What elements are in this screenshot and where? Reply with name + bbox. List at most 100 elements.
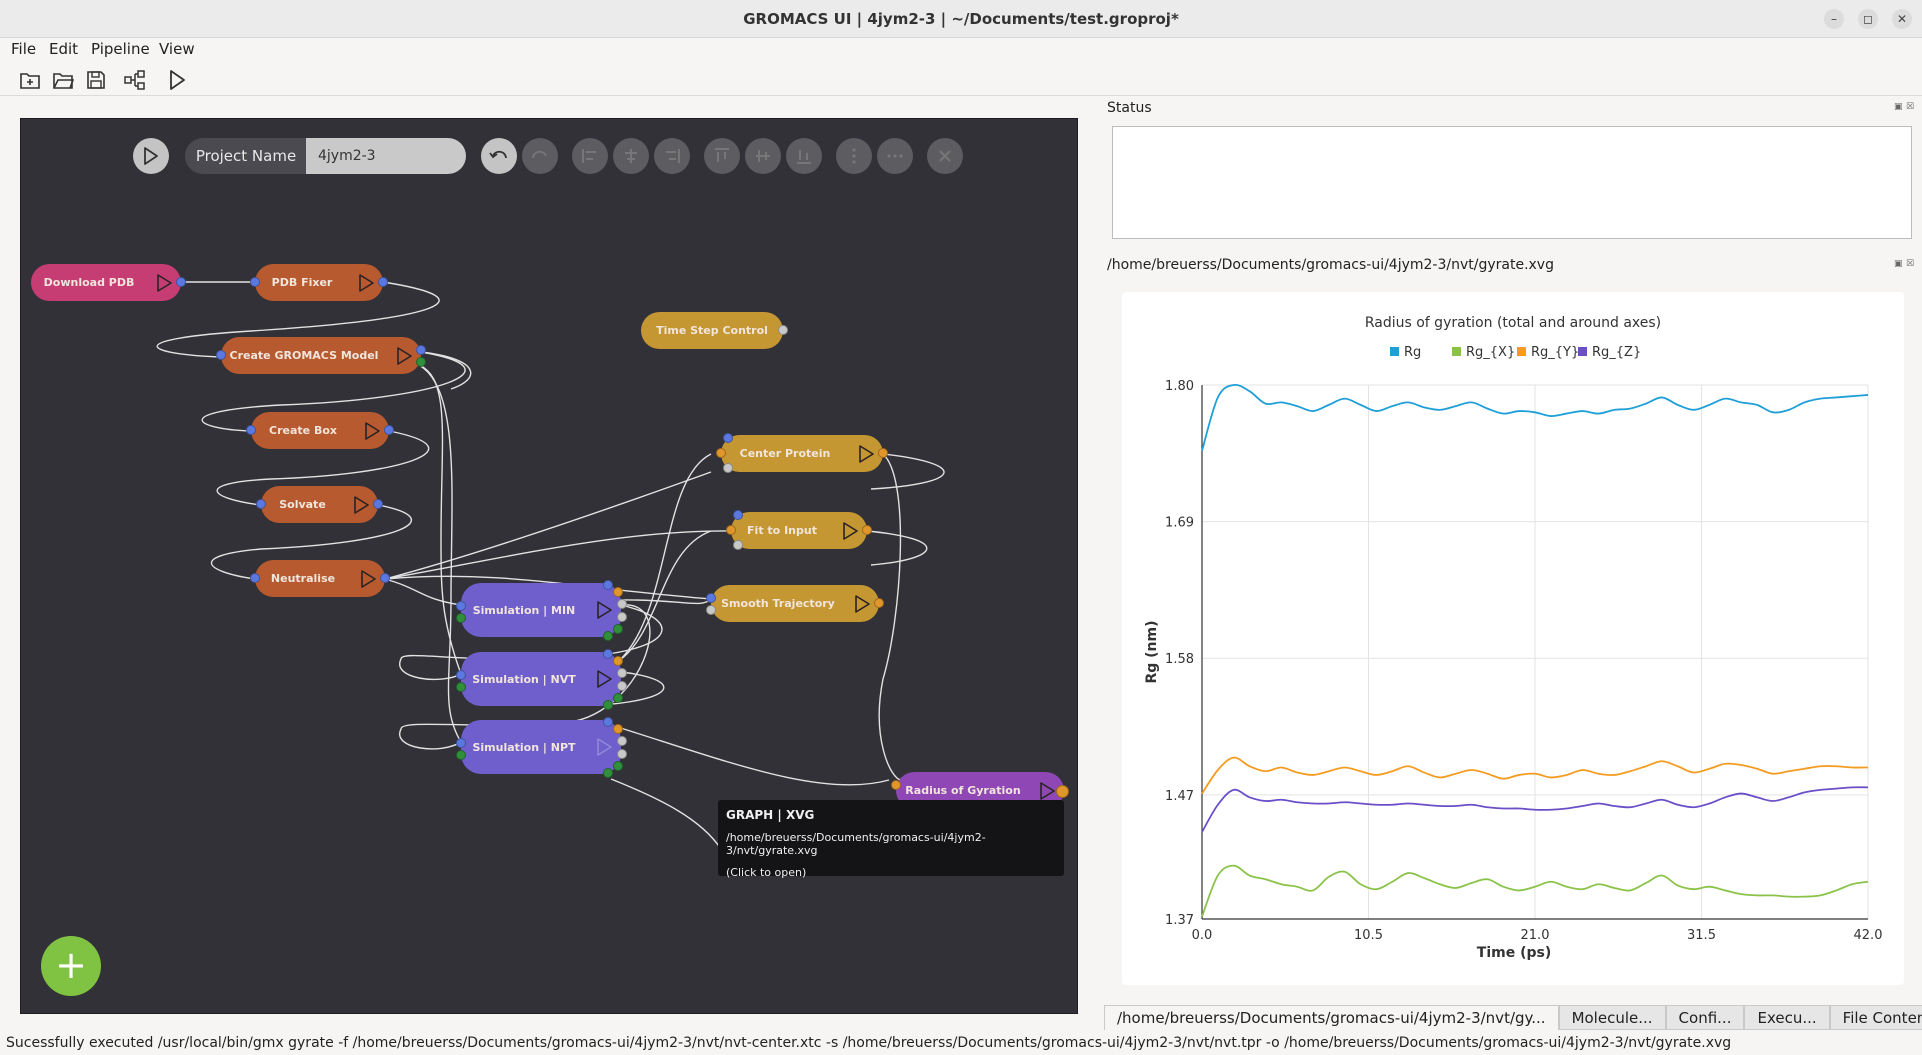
new-project-icon[interactable] xyxy=(17,67,43,93)
input-port[interactable] xyxy=(456,738,466,748)
legend-label[interactable]: Rg_{Y} xyxy=(1531,345,1579,360)
input-port[interactable] xyxy=(723,463,733,473)
input-port[interactable] xyxy=(716,448,726,458)
delete-icon[interactable] xyxy=(927,138,963,174)
play-icon[interactable] xyxy=(587,652,621,706)
dock-close-icon[interactable]: ☒ xyxy=(1906,259,1915,269)
open-folder-icon[interactable] xyxy=(50,67,76,93)
output-port[interactable] xyxy=(384,425,394,435)
dock-close-icon[interactable]: ☒ xyxy=(1906,102,1915,112)
align-left-icon[interactable] xyxy=(572,138,608,174)
output-port[interactable] xyxy=(373,499,383,509)
output-port[interactable] xyxy=(613,693,623,703)
distribute-vertical-icon[interactable] xyxy=(836,138,872,174)
pipeline-canvas[interactable]: Project Name Download PDB PDB Fixer Time… xyxy=(20,118,1078,1014)
output-port[interactable] xyxy=(617,736,627,746)
input-port[interactable] xyxy=(733,510,743,520)
output-port[interactable] xyxy=(613,624,623,634)
output-port[interactable] xyxy=(613,587,623,597)
node-center-protein[interactable]: Center Protein xyxy=(716,433,888,473)
input-port[interactable] xyxy=(250,277,260,287)
bottom-tab[interactable]: Execu... xyxy=(1744,1005,1830,1030)
input-port[interactable] xyxy=(256,499,266,509)
output-port[interactable] xyxy=(416,345,426,355)
input-port[interactable] xyxy=(723,433,733,443)
bottom-tab[interactable]: Molecule... xyxy=(1558,1005,1666,1030)
output-port[interactable] xyxy=(613,656,623,666)
play-icon[interactable] xyxy=(849,435,883,472)
play-icon[interactable] xyxy=(833,512,867,549)
output-port[interactable] xyxy=(603,768,613,778)
output-port[interactable] xyxy=(862,525,872,535)
redo-button[interactable] xyxy=(522,138,558,174)
node-create-box[interactable]: Create Box xyxy=(246,412,394,449)
legend-swatch[interactable] xyxy=(1452,347,1461,356)
input-port[interactable] xyxy=(250,573,260,583)
legend-label[interactable]: Rg xyxy=(1404,345,1421,360)
play-icon[interactable] xyxy=(845,585,879,622)
bottom-tab[interactable]: File Content... xyxy=(1829,1005,1922,1030)
output-port[interactable] xyxy=(603,717,613,727)
play-icon[interactable] xyxy=(1030,772,1064,809)
node-fit-to-input[interactable]: Fit to Input xyxy=(726,510,872,550)
distribute-horizontal-icon[interactable] xyxy=(877,138,913,174)
output-port[interactable] xyxy=(380,573,390,583)
node-simulation-npt[interactable]: Simulation | NPT xyxy=(456,717,627,778)
align-top-icon[interactable] xyxy=(704,138,740,174)
bottom-tab[interactable]: /home/breuerss/Documents/gromacs-ui/4jym… xyxy=(1104,1005,1559,1030)
input-port[interactable] xyxy=(726,525,736,535)
output-port[interactable] xyxy=(613,724,623,734)
play-icon[interactable] xyxy=(147,264,181,301)
project-name-input[interactable] xyxy=(306,138,466,174)
node-simulation-min[interactable]: Simulation | MIN xyxy=(456,580,627,641)
output-port[interactable] xyxy=(1056,785,1069,798)
input-port[interactable] xyxy=(733,540,743,550)
output-port[interactable] xyxy=(378,277,388,287)
add-node-button[interactable]: + xyxy=(41,936,101,996)
legend-swatch[interactable] xyxy=(1390,347,1399,356)
node-solvate[interactable]: Solvate xyxy=(256,486,383,523)
align-bottom-icon[interactable] xyxy=(786,138,822,174)
legend-label[interactable]: Rg_{Z} xyxy=(1592,345,1641,360)
dock-float-icon[interactable]: ▣ xyxy=(1894,102,1903,112)
node-create-gromacs-model[interactable]: Create GROMACS Model xyxy=(216,337,426,374)
output-port[interactable] xyxy=(617,681,627,691)
input-port[interactable] xyxy=(706,605,716,615)
align-center-icon[interactable] xyxy=(613,138,649,174)
input-port[interactable] xyxy=(456,601,466,611)
output-port[interactable] xyxy=(617,599,627,609)
output-port[interactable] xyxy=(603,700,613,710)
input-port[interactable] xyxy=(456,670,466,680)
play-icon[interactable] xyxy=(344,486,378,523)
minimize-button[interactable]: – xyxy=(1824,9,1844,29)
node-pdb-fixer[interactable]: PDB Fixer xyxy=(250,264,388,301)
output-port[interactable] xyxy=(778,325,788,335)
output-port[interactable] xyxy=(617,612,627,622)
maximize-button[interactable]: ◻ xyxy=(1858,9,1878,29)
close-window-button[interactable]: ✕ xyxy=(1892,9,1912,29)
legend-label[interactable]: Rg_{X} xyxy=(1466,345,1515,360)
run-icon[interactable] xyxy=(164,67,190,93)
menu-file[interactable]: File xyxy=(11,40,37,58)
align-middle-icon[interactable] xyxy=(745,138,781,174)
menu-pipeline[interactable]: Pipeline xyxy=(91,40,150,58)
play-icon[interactable] xyxy=(587,583,621,637)
node-smooth-trajectory[interactable]: Smooth Trajectory xyxy=(706,585,884,622)
node-simulation-nvt[interactable]: Simulation | NVT xyxy=(456,649,627,710)
input-port[interactable] xyxy=(891,780,901,790)
output-port[interactable] xyxy=(617,749,627,759)
input-port[interactable] xyxy=(246,425,256,435)
menu-edit[interactable]: Edit xyxy=(49,40,79,58)
align-right-icon[interactable] xyxy=(654,138,690,174)
node-download-pdb[interactable]: Download PDB xyxy=(31,264,186,301)
input-port[interactable] xyxy=(706,593,716,603)
output-port[interactable] xyxy=(878,448,888,458)
menu-view[interactable]: View xyxy=(159,40,195,58)
pipeline-icon[interactable] xyxy=(123,67,149,93)
play-icon[interactable] xyxy=(355,412,389,449)
output-port[interactable] xyxy=(603,580,613,590)
save-icon[interactable] xyxy=(83,67,109,93)
run-pipeline-button[interactable] xyxy=(133,138,169,174)
output-port[interactable] xyxy=(603,631,613,641)
play-icon[interactable] xyxy=(587,720,621,774)
